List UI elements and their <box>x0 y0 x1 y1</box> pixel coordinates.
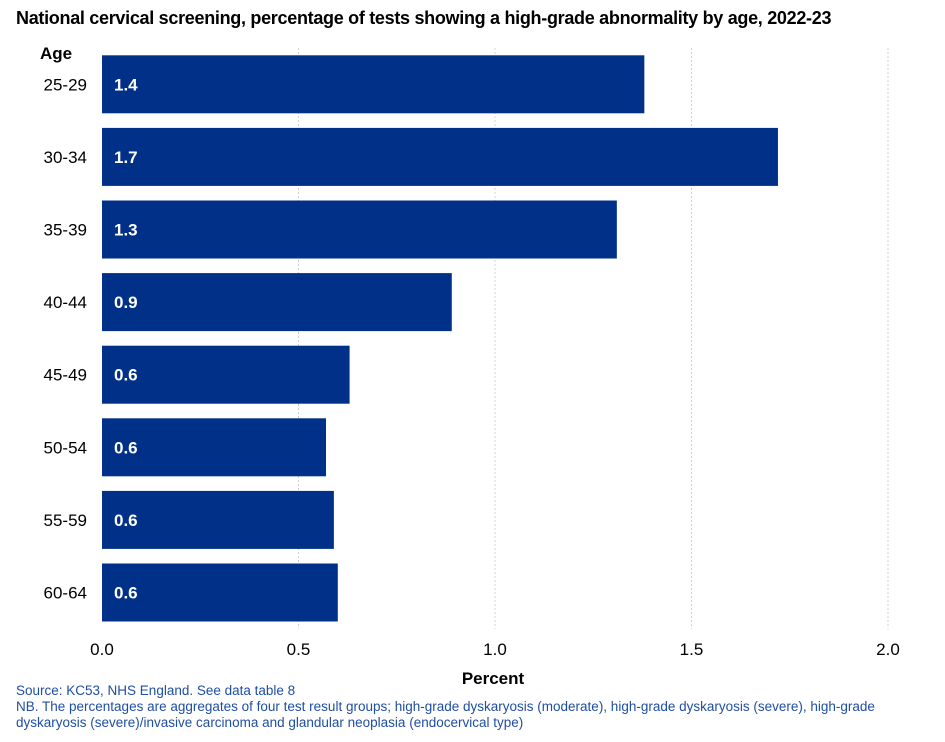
x-tick-labels: 0.0 0.5 1.0 1.5 2.0 <box>90 640 900 659</box>
y-tick-label: 30-34 <box>44 148 87 167</box>
x-tick-label: 0.0 <box>90 640 114 659</box>
bar-60-64 <box>102 563 338 622</box>
y-tick-label: 55-59 <box>44 511 87 530</box>
x-tick-label: 1.0 <box>483 640 507 659</box>
y-tick-label: 45-49 <box>44 366 87 385</box>
chart-title: National cervical screening, percentage … <box>16 8 832 28</box>
bar-35-39 <box>102 200 617 259</box>
bar-45-49 <box>102 345 350 404</box>
data-label-40-44: 0.9 <box>114 293 138 312</box>
data-label-30-34: 1.7 <box>114 148 138 167</box>
x-tick-label: 0.5 <box>287 640 311 659</box>
y-tick-labels: 25-29 30-34 35-39 40-44 45-49 50-54 55-59 60-64 <box>44 75 87 602</box>
y-axis-title: Age <box>40 44 72 63</box>
data-label-55-59: 0.6 <box>114 511 138 530</box>
y-tick-label: 60-64 <box>44 584 87 603</box>
bar-50-54 <box>102 418 327 477</box>
bar-chart: Age 1.4 1.7 1.3 0.9 0.6 0.6 0.6 0.6 25-29 30-34 3… <box>40 44 900 688</box>
bar-25-29 <box>102 55 645 114</box>
source-note: Source: KC53, NHS England. See data tabl… <box>16 683 296 698</box>
x-axis-title: Percent <box>462 669 525 688</box>
bar-55-59 <box>102 490 334 549</box>
data-label-50-54: 0.6 <box>114 438 138 457</box>
data-label-25-29: 1.4 <box>114 75 138 94</box>
nb-note: NB. The percentages are aggregates of fo… <box>16 699 875 730</box>
y-tick-label: 35-39 <box>44 221 87 240</box>
y-tick-label: 40-44 <box>44 293 87 312</box>
data-label-45-49: 0.6 <box>114 366 138 385</box>
x-tick-label: 2.0 <box>876 640 900 659</box>
x-tick-label: 1.5 <box>680 640 704 659</box>
bar-40-44 <box>102 273 452 332</box>
bars: 1.4 1.7 1.3 0.9 0.6 0.6 0.6 0.6 <box>102 55 778 622</box>
footnotes: Source: KC53, NHS England. See data tabl… <box>16 683 928 731</box>
y-tick-label: 50-54 <box>44 438 87 457</box>
y-tick-label: 25-29 <box>44 75 87 94</box>
data-label-35-39: 1.3 <box>114 221 138 240</box>
data-label-60-64: 0.6 <box>114 584 138 603</box>
bar-30-34 <box>102 127 778 186</box>
